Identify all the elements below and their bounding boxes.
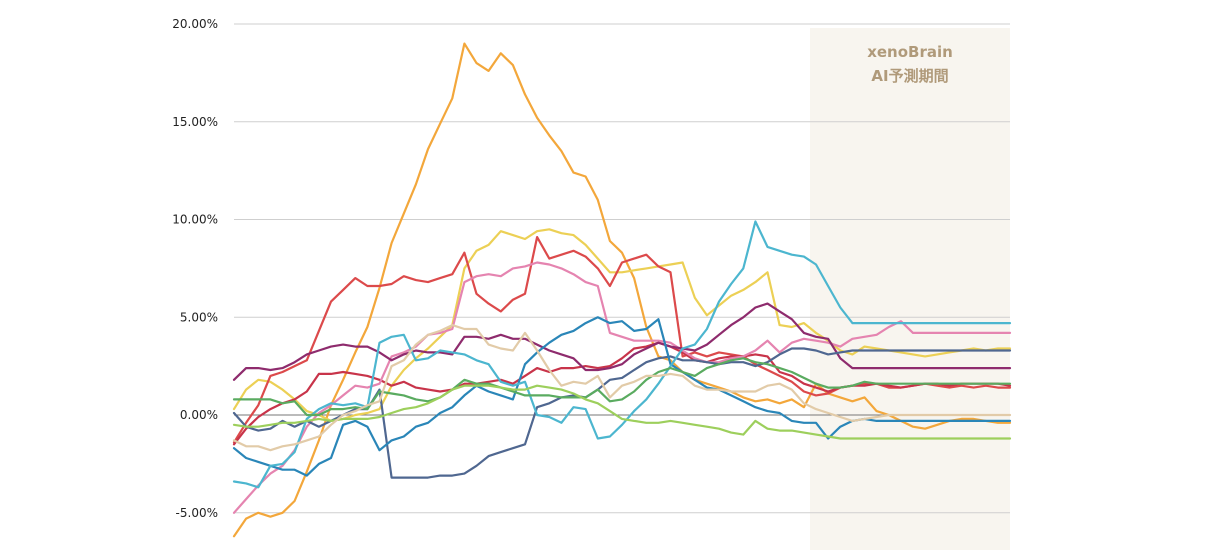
series-line-orange [232,42,1012,538]
y-tick-label: 0.00% [180,408,218,422]
prediction-label-period: AI予測期間 [871,67,948,85]
y-tick-label: 10.00% [172,213,218,227]
grid-lines [234,23,1010,514]
series-line-pink [232,261,1012,514]
y-tick-label: -5.00% [176,506,218,520]
series-line-green [232,357,1012,417]
y-tick-label: 15.00% [172,115,218,129]
series-line-lime [232,384,1012,440]
prediction-label-brand: xenoBrain [867,43,953,61]
series-line-purple [232,302,1012,381]
series-lines [232,42,1012,538]
y-tick-label: 20.00% [172,17,218,31]
series-line-blue [232,316,1012,477]
y-axis-tick-labels: 20.00% 15.00% 10.00% 5.00% 0.00% -5.00% [172,17,218,520]
series-line-cyan [232,220,1012,489]
series-line-yellow [232,228,1012,422]
y-tick-label: 5.00% [180,310,218,324]
prediction-period-band [810,28,1010,550]
series-line-beige [232,324,1012,452]
